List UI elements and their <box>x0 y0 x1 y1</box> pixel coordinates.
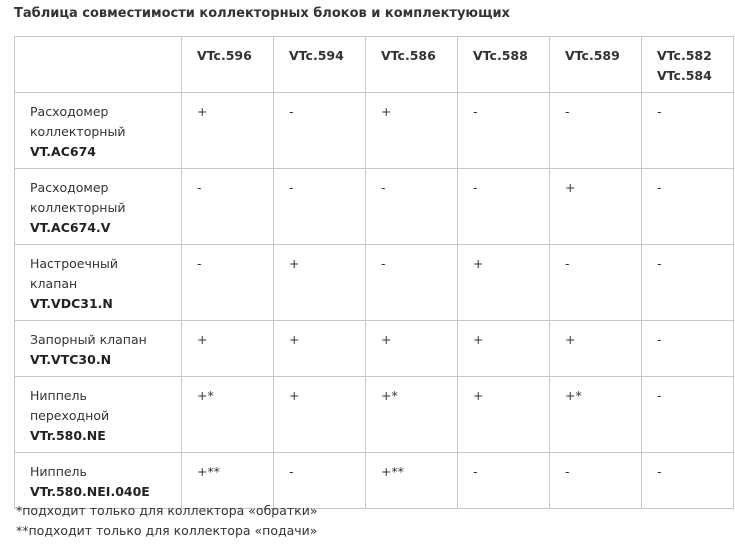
compatibility-cell: + <box>549 320 642 377</box>
compatibility-cell: - <box>457 92 550 169</box>
compatibility-cell: - <box>641 320 734 377</box>
footnote: *подходит только для коллектора «обратки… <box>16 503 318 518</box>
component-name: Расходомер коллекторный <box>30 104 126 139</box>
component-code: VT.VTC30.N <box>30 352 112 367</box>
compatibility-cell: - <box>549 452 642 509</box>
component-name-cell: Настроечный клапан VT.VDC31.N <box>14 244 182 321</box>
compatibility-cell: - <box>549 92 642 169</box>
column-header: VTc.594 <box>273 36 366 93</box>
compatibility-cell: - <box>273 92 366 169</box>
column-header-line: VTc.584 <box>657 68 712 83</box>
compatibility-cell: - <box>457 168 550 245</box>
compatibility-cell: + <box>273 244 366 321</box>
compatibility-cell: - <box>641 452 734 509</box>
compatibility-table: VTc.596 VTc.594 VTc.586 VTc.588 VTc.589 … <box>14 36 734 509</box>
column-header: VTc.596 <box>181 36 274 93</box>
compatibility-cell: + <box>365 320 458 377</box>
component-name-cell: Ниппель переходной VTr.580.NE <box>14 376 182 453</box>
compatibility-cell: + <box>549 168 642 245</box>
component-name: Настроечный клапан <box>30 256 119 291</box>
table-row: Ниппель переходной VTr.580.NE +* + +* + +* - <box>14 376 734 453</box>
component-name: Запорный клапан <box>30 332 147 347</box>
compatibility-cell: + <box>181 92 274 169</box>
column-header: VTc.582 VTc.584 <box>641 36 734 93</box>
compatibility-cell: - <box>641 244 734 321</box>
compatibility-cell: - <box>181 244 274 321</box>
compatibility-cell: + <box>181 320 274 377</box>
column-header: VTc.588 <box>457 36 550 93</box>
component-name-cell: Расходомер коллекторный VT.AC674.V <box>14 168 182 245</box>
table-row: Расходомер коллекторный VT.AC674 + - + - - - <box>14 92 734 169</box>
header-empty-cell <box>14 36 182 93</box>
table-row: Настроечный клапан VT.VDC31.N - + - + - - <box>14 244 734 321</box>
component-code: VT.VDC31.N <box>30 296 113 311</box>
component-name: Ниппель <box>30 464 87 479</box>
compatibility-cell: +** <box>365 452 458 509</box>
table-row: Расходомер коллекторный VT.AC674.V - - - - + - <box>14 168 734 245</box>
component-code: VT.AC674 <box>30 144 96 159</box>
compatibility-cell: - <box>549 244 642 321</box>
column-header: VTc.589 <box>549 36 642 93</box>
compatibility-cell: + <box>273 376 366 453</box>
component-code: VT.AC674.V <box>30 220 111 235</box>
component-name-cell: Расходомер коллекторный VT.AC674 <box>14 92 182 169</box>
compatibility-cell: - <box>457 452 550 509</box>
component-code: VTr.580.NE <box>30 428 106 443</box>
compatibility-cell: + <box>457 376 550 453</box>
compatibility-cell: +* <box>181 376 274 453</box>
column-header-line: VTc.582 <box>657 48 712 63</box>
compatibility-cell: - <box>273 452 366 509</box>
footnote: **подходит только для коллектора «подачи… <box>16 523 318 538</box>
compatibility-cell: - <box>273 168 366 245</box>
compatibility-cell: + <box>457 320 550 377</box>
compatibility-cell: - <box>641 168 734 245</box>
compatibility-cell: - <box>641 376 734 453</box>
compatibility-cell: + <box>457 244 550 321</box>
page-title: Таблица совместимости коллекторных блоко… <box>14 6 510 21</box>
compatibility-cell: - <box>365 244 458 321</box>
component-name: Ниппель переходной <box>30 388 110 423</box>
compatibility-cell: - <box>641 92 734 169</box>
compatibility-cell: + <box>273 320 366 377</box>
component-name-cell: Запорный клапан VT.VTC30.N <box>14 320 182 377</box>
compatibility-cell: +* <box>549 376 642 453</box>
column-header: VTc.586 <box>365 36 458 93</box>
compatibility-cell: - <box>181 168 274 245</box>
compatibility-cell: - <box>365 168 458 245</box>
component-name: Расходомер коллекторный <box>30 180 126 215</box>
table-header-row: VTc.596 VTc.594 VTc.586 VTc.588 VTc.589 … <box>14 36 734 93</box>
component-name-cell: Ниппель VTr.580.NEI.040E <box>14 452 182 509</box>
table-row: Запорный клапан VT.VTC30.N + + + + + - <box>14 320 734 377</box>
compatibility-cell: +** <box>181 452 274 509</box>
component-code: VTr.580.NEI.040E <box>30 484 150 499</box>
compatibility-cell: + <box>365 92 458 169</box>
compatibility-cell: +* <box>365 376 458 453</box>
table-row: Ниппель VTr.580.NEI.040E +** - +** - - - <box>14 452 734 509</box>
